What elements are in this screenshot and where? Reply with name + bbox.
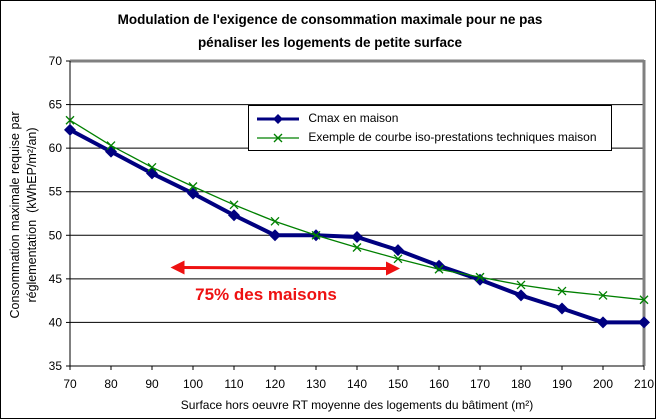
data-point-x-stroke [229, 200, 239, 210]
series-iso [65, 115, 649, 305]
chart-title-line-2: pénaliser les logements de petite surfac… [197, 35, 463, 50]
series-group [64, 115, 650, 329]
data-point-x-stroke [598, 290, 608, 300]
data-point-x-stroke [393, 254, 403, 264]
data-point-diamond [474, 273, 486, 286]
data-point-diamond [64, 123, 76, 136]
data-point-diamond [392, 244, 404, 257]
y-ticks: 35 40 45 50 55 60 65 70 [49, 54, 70, 373]
y-tick-label: 35 [49, 359, 63, 373]
data-point-x-stroke [311, 230, 321, 240]
data-point-x-stroke [434, 264, 444, 274]
arrow-head-right [386, 261, 400, 276]
chart-title: Modulation de l'exigence de consommation… [60, 8, 600, 54]
data-point-x [147, 162, 157, 172]
x-tick-label: 120 [265, 377, 285, 391]
x-tick-label: 210 [634, 377, 654, 391]
data-point-x [557, 286, 567, 296]
data-point-x [434, 264, 444, 274]
x-tick-label: 200 [593, 377, 613, 391]
data-point-x [229, 200, 239, 210]
legend-label-cmax: Cmax en maison [308, 111, 399, 125]
series-line [69, 128, 644, 325]
legend: Cmax en maison Exemple de courbe iso-pre… [248, 105, 612, 151]
y-tick-label: 60 [49, 141, 63, 155]
data-point-x [475, 272, 485, 282]
x-tick-label: 140 [347, 377, 367, 391]
x-ticks: 70 80 90 100 110 120 130 140 150 160 170 180 190 200 2… [63, 366, 654, 391]
x-tick-label: 100 [183, 377, 203, 391]
annotation-arrow [170, 260, 400, 276]
legend-item-iso: Exemple de courbe iso-prestations techni… [253, 128, 597, 146]
x-tick-label: 190 [552, 377, 572, 391]
data-point-x-stroke [106, 141, 116, 150]
legend-marker-diamond-icon [257, 113, 299, 124]
y-tick-label: 40 [49, 315, 63, 329]
x-tick-label: 170 [470, 377, 490, 391]
data-point-diamond [556, 302, 568, 315]
chart-title-line-1: Modulation de l'exigence de consommation… [117, 12, 543, 27]
data-point-diamond [638, 316, 650, 329]
y-tick-label: 45 [49, 272, 63, 286]
data-point-x [65, 115, 75, 125]
data-point-x-stroke [65, 115, 75, 125]
data-point-x [352, 243, 362, 252]
annotation-label: 75% des maisons [195, 285, 337, 304]
data-point-diamond [351, 231, 363, 244]
series-cmax [64, 123, 650, 329]
data-point-x-stroke [147, 162, 157, 172]
data-point-x [639, 295, 649, 305]
x-tick-label: 130 [306, 377, 326, 391]
y-tick-label: 70 [49, 54, 63, 68]
x-tick-label: 80 [104, 377, 118, 391]
data-point-x-stroke [557, 286, 567, 296]
y-tick-label: 55 [49, 185, 63, 199]
x-tick-label: 150 [388, 377, 408, 391]
data-point-diamond [228, 209, 240, 222]
legend-label-iso: Exemple de courbe iso-prestations techni… [308, 130, 597, 144]
arrow-shaft [182, 266, 389, 271]
data-point-x-stroke [639, 295, 649, 305]
data-point-x [393, 254, 403, 264]
data-point-x [516, 280, 526, 290]
data-point-diamond [597, 316, 609, 329]
x-tick-label: 90 [145, 377, 159, 391]
data-point-x-stroke [188, 182, 198, 191]
data-point-x [270, 216, 280, 226]
x-tick-label: 70 [63, 377, 77, 391]
legend-marker-x-icon [257, 133, 299, 143]
data-point-diamond [187, 187, 199, 200]
data-point-x [311, 230, 321, 240]
gridlines [70, 59, 644, 323]
arrow-head-left [170, 260, 185, 275]
data-point-x-stroke [516, 280, 526, 290]
data-point-x [106, 141, 116, 150]
data-point-x [598, 290, 608, 300]
x-axis-label: Surface hors oeuvre RT moyenne des logem… [180, 398, 534, 412]
y-tick-label: 50 [49, 228, 63, 242]
data-point-x [188, 182, 198, 191]
data-point-x-stroke [270, 216, 280, 226]
data-point-diamond [515, 289, 527, 302]
data-point-x-stroke [352, 243, 362, 252]
data-point-diamond [269, 229, 281, 242]
x-tick-label: 110 [224, 377, 243, 391]
x-tick-label: 180 [511, 377, 531, 391]
data-point-x-stroke [475, 272, 485, 282]
x-tick-label: 160 [429, 377, 449, 391]
legend-item-cmax: Cmax en maison [253, 109, 398, 127]
y-tick-label: 65 [49, 98, 63, 112]
